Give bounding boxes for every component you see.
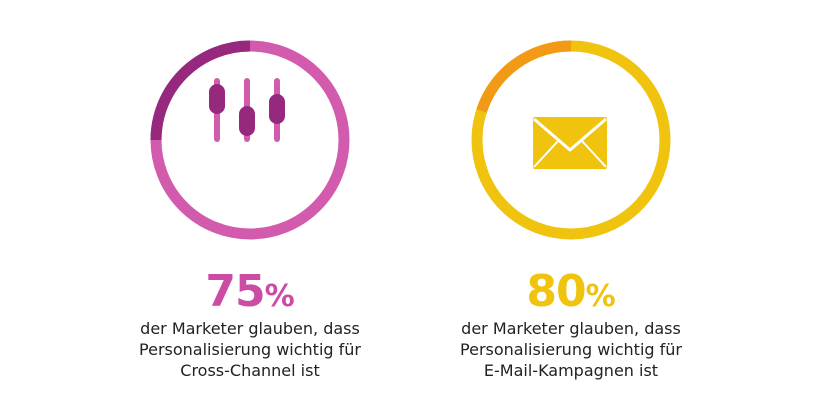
sliders-icon (209, 78, 285, 142)
ring-highlight-arc (471, 40, 671, 240)
progress-ring (471, 40, 671, 240)
stat-unit: % (264, 279, 295, 314)
stat-value: 75% (110, 268, 390, 321)
caption-line: der Marketer glauben, dass (461, 319, 681, 338)
slider-knob (209, 84, 225, 114)
envelope-icon (533, 117, 607, 169)
envelope-fold-left (533, 140, 559, 168)
caption-line: der Marketer glauben, dass (140, 319, 360, 338)
slider-knob (239, 106, 255, 136)
stat-number: 75 (205, 266, 265, 317)
stat-email-campaigns: 80% der Marketer glauben, dass Personali… (431, 0, 711, 420)
caption-line: E-Mail-Kampagnen ist (483, 361, 659, 380)
slider-knob (269, 94, 285, 124)
stat-cross-channel: 75% der Marketer glauben, dass Personali… (110, 0, 390, 420)
stat-value: 80% (431, 268, 711, 321)
stat-caption: der Marketer glauben, dass Personalisier… (110, 318, 390, 381)
caption-line: Personalisierung wichtig für (460, 340, 682, 359)
caption-line: Personalisierung wichtig für (139, 340, 361, 359)
caption-line: Cross-Channel ist (180, 361, 320, 380)
ring-highlight-arc (150, 40, 350, 240)
stat-caption: der Marketer glauben, dass Personalisier… (431, 318, 711, 381)
envelope-body (533, 117, 607, 169)
progress-ring (150, 40, 350, 240)
stat-number: 80 (526, 266, 586, 317)
stat-unit: % (585, 279, 616, 314)
envelope-fold-right (581, 140, 607, 168)
envelope-flap (533, 117, 607, 152)
